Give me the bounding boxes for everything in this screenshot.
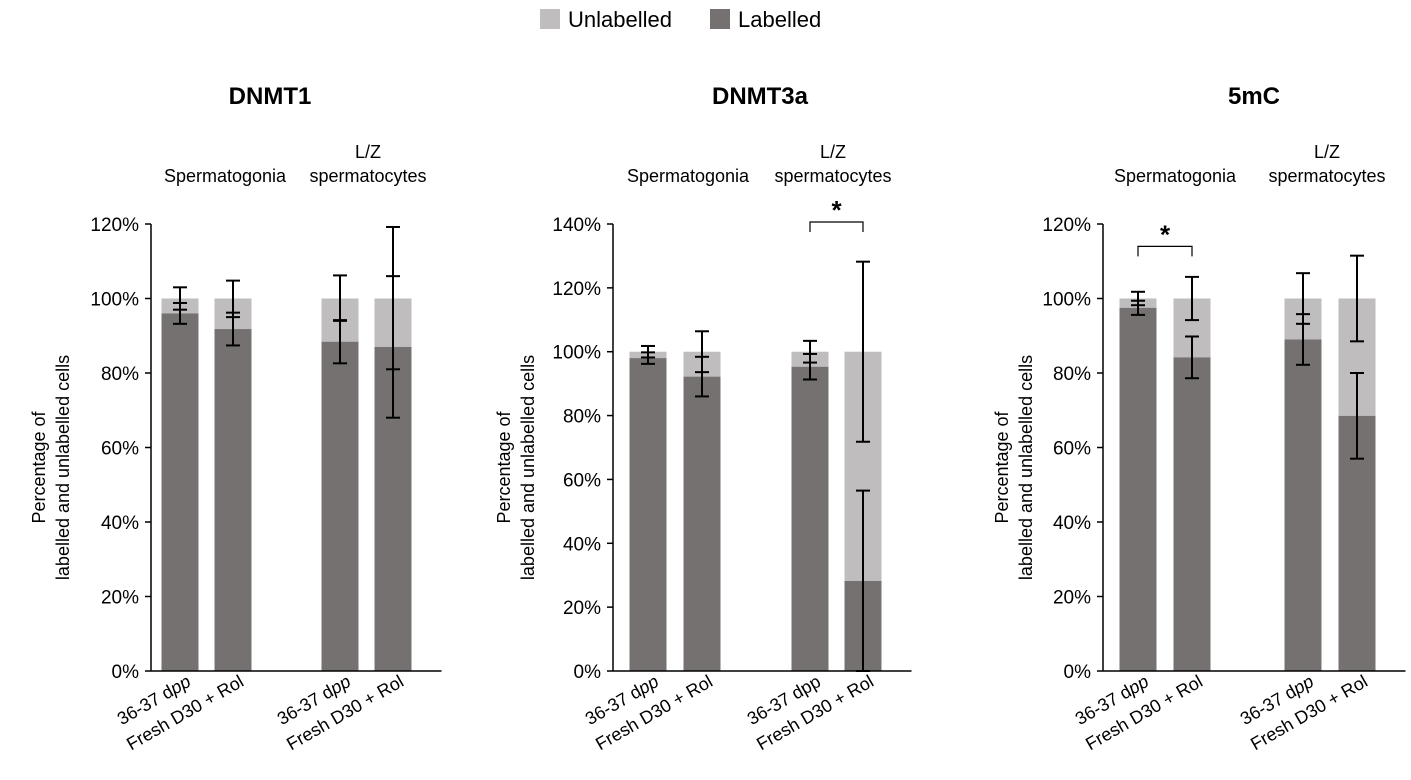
legend-label-unlabelled: Unlabelled xyxy=(568,7,672,32)
bar-labelled xyxy=(1173,357,1211,671)
group-label: Spermatogonia xyxy=(164,166,287,186)
chart-title: DNMT3a xyxy=(712,83,809,110)
y-axis-label: Percentage of labelled and unlabelled cel… xyxy=(29,355,73,580)
error-bar-total xyxy=(1131,290,1145,307)
y-tick-label: 80% xyxy=(1053,364,1091,385)
y-axis-label-line: Percentage of xyxy=(992,410,1012,523)
legend-label-labelled: Labelled xyxy=(738,7,821,32)
y-tick-label: 40% xyxy=(563,534,601,555)
error-bar-labelled xyxy=(1185,335,1199,380)
error-bar-total xyxy=(856,260,870,443)
bar-labelled xyxy=(161,313,199,671)
error-bar-total xyxy=(226,279,240,319)
error-bar-total xyxy=(1350,254,1364,343)
y-tick-label: 140% xyxy=(552,215,601,236)
y-axis-label-line: labelled and unlabelled cells xyxy=(53,355,73,580)
y-tick-label: 80% xyxy=(563,407,601,428)
group-label: L/Z xyxy=(1314,142,1340,162)
error-bar-total xyxy=(333,274,347,322)
group-label: Spermatogonia xyxy=(1114,166,1237,186)
error-bar-total xyxy=(1185,275,1199,322)
y-tick-label: 20% xyxy=(101,588,139,609)
y-tick-label: 20% xyxy=(563,598,601,619)
bar-labelled xyxy=(214,329,252,671)
y-axis-label: Percentage of labelled and unlabelled cel… xyxy=(494,355,538,580)
error-bar-total xyxy=(641,344,655,359)
y-tick-label: 100% xyxy=(552,343,601,364)
y-tick-label: 100% xyxy=(1042,290,1091,311)
bar-labelled xyxy=(629,358,667,671)
y-tick-label: 80% xyxy=(101,364,139,385)
chart-title: DNMT1 xyxy=(229,83,312,110)
chart-panel-dnmt1: DNMT1 Spermatogonia L/Z spermatocytes Percen… xyxy=(29,83,442,754)
y-tick-label: 60% xyxy=(101,439,139,460)
bar-labelled xyxy=(1284,339,1322,671)
chart-panel-5mc: 5mC Spermatogonia L/Z spermatocytes Percenta… xyxy=(992,83,1406,754)
y-tick-label: 0% xyxy=(112,662,140,683)
error-bar-labelled xyxy=(1350,372,1364,460)
error-bar-total xyxy=(695,330,709,374)
y-tick-label: 40% xyxy=(101,513,139,534)
significance-bracket xyxy=(1137,245,1193,257)
legend-swatch-labelled xyxy=(710,9,730,29)
y-axis-label-line: Percentage of xyxy=(29,410,49,523)
y-axis-label-line: labelled and unlabelled cells xyxy=(1016,355,1036,580)
y-axis-label: Percentage of labelled and unlabelled cel… xyxy=(992,355,1036,580)
y-tick-label: 20% xyxy=(1053,588,1091,609)
y-tick-label: 120% xyxy=(90,215,139,236)
y-tick-label: 60% xyxy=(563,470,601,491)
significance-label: * xyxy=(831,195,842,225)
significance-bracket xyxy=(809,221,864,232)
bar-labelled xyxy=(321,341,359,671)
error-bar-total xyxy=(173,286,187,311)
y-axis-label-line: Percentage of xyxy=(494,410,514,523)
y-axis-label-line: labelled and unlabelled cells xyxy=(518,355,538,580)
group-label: spermatocytes xyxy=(309,166,426,186)
error-bar-total xyxy=(1296,272,1310,325)
group-label: L/Z xyxy=(355,142,381,162)
significance-label: * xyxy=(1160,219,1171,249)
y-tick-label: 60% xyxy=(1053,439,1091,460)
y-tick-label: 120% xyxy=(1042,215,1091,236)
error-bar-total xyxy=(386,225,400,371)
group-label: Spermatogonia xyxy=(627,166,750,186)
y-tick-label: 100% xyxy=(90,290,139,311)
group-label: L/Z xyxy=(820,142,846,162)
y-tick-label: 40% xyxy=(1053,513,1091,534)
chart-panel-dnmt3a: DNMT3a Spermatogonia L/Z spermatocytes Perce… xyxy=(494,83,912,754)
chart-title: 5mC xyxy=(1228,83,1280,110)
legend: Unlabelled Labelled xyxy=(540,7,821,32)
y-tick-label: 0% xyxy=(1064,662,1092,683)
bar-labelled xyxy=(791,366,829,671)
error-bar-total xyxy=(803,339,817,364)
group-label: spermatocytes xyxy=(774,166,891,186)
y-tick-label: 0% xyxy=(574,662,602,683)
bar-labelled xyxy=(683,376,721,671)
legend-swatch-unlabelled xyxy=(540,9,560,29)
y-tick-label: 120% xyxy=(552,279,601,300)
bar-labelled xyxy=(1119,307,1157,671)
group-label: spermatocytes xyxy=(1268,166,1385,186)
